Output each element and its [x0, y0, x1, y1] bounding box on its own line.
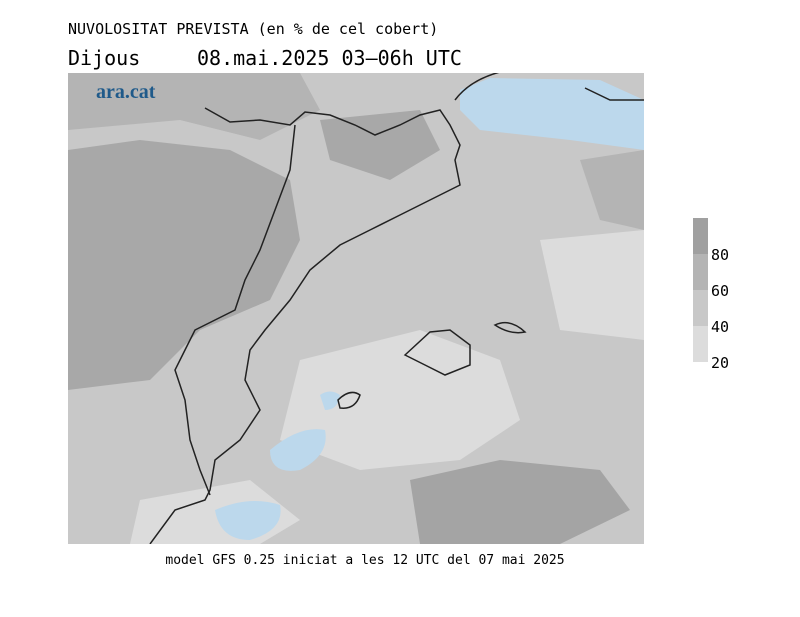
map: ara.cat: [68, 73, 644, 544]
legend-label: 20: [711, 354, 729, 372]
color-legend: 20 40 60 80: [693, 218, 729, 372]
day: Dijous: [68, 46, 140, 70]
legend-label: 60: [711, 282, 729, 300]
title: NUVOLOSITAT PREVISTA (en % de cel cobert…: [68, 20, 438, 38]
legend-label: 40: [711, 318, 729, 336]
legend-label: 80: [711, 246, 729, 264]
period: 08.mai.2025 03–06h UTC: [197, 46, 462, 70]
logo: ara.cat: [96, 81, 156, 103]
legend-band: [693, 326, 708, 362]
legend-band: [693, 290, 708, 326]
footer: model GFS 0.25 iniciat a les 12 UTC del …: [165, 553, 564, 568]
legend-band: [693, 254, 708, 290]
legend-band: [693, 218, 708, 254]
